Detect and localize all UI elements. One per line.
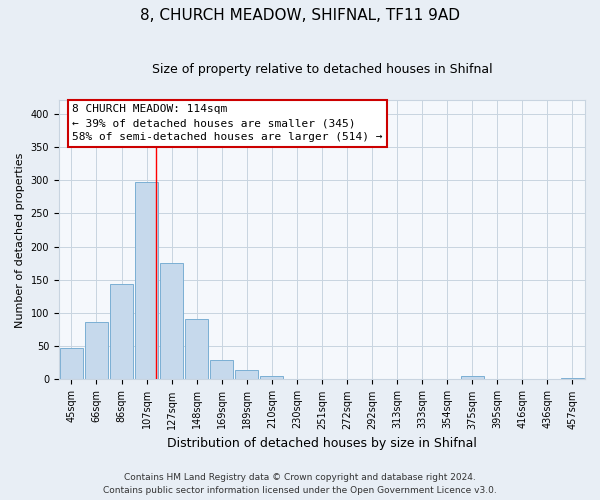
Text: 8 CHURCH MEADOW: 114sqm
← 39% of detached houses are smaller (345)
58% of semi-d: 8 CHURCH MEADOW: 114sqm ← 39% of detache… bbox=[72, 104, 383, 142]
Bar bbox=[110, 284, 133, 380]
Title: Size of property relative to detached houses in Shifnal: Size of property relative to detached ho… bbox=[152, 62, 492, 76]
Bar bbox=[160, 263, 183, 380]
Bar bbox=[235, 370, 259, 380]
Bar bbox=[210, 360, 233, 380]
Bar bbox=[561, 378, 584, 380]
Y-axis label: Number of detached properties: Number of detached properties bbox=[15, 152, 25, 328]
Bar bbox=[185, 319, 208, 380]
Text: Contains HM Land Registry data © Crown copyright and database right 2024.
Contai: Contains HM Land Registry data © Crown c… bbox=[103, 474, 497, 495]
Bar bbox=[461, 376, 484, 380]
Bar bbox=[260, 376, 283, 380]
Text: 8, CHURCH MEADOW, SHIFNAL, TF11 9AD: 8, CHURCH MEADOW, SHIFNAL, TF11 9AD bbox=[140, 8, 460, 22]
X-axis label: Distribution of detached houses by size in Shifnal: Distribution of detached houses by size … bbox=[167, 437, 477, 450]
Bar bbox=[135, 182, 158, 380]
Bar bbox=[85, 322, 108, 380]
Bar bbox=[60, 348, 83, 380]
